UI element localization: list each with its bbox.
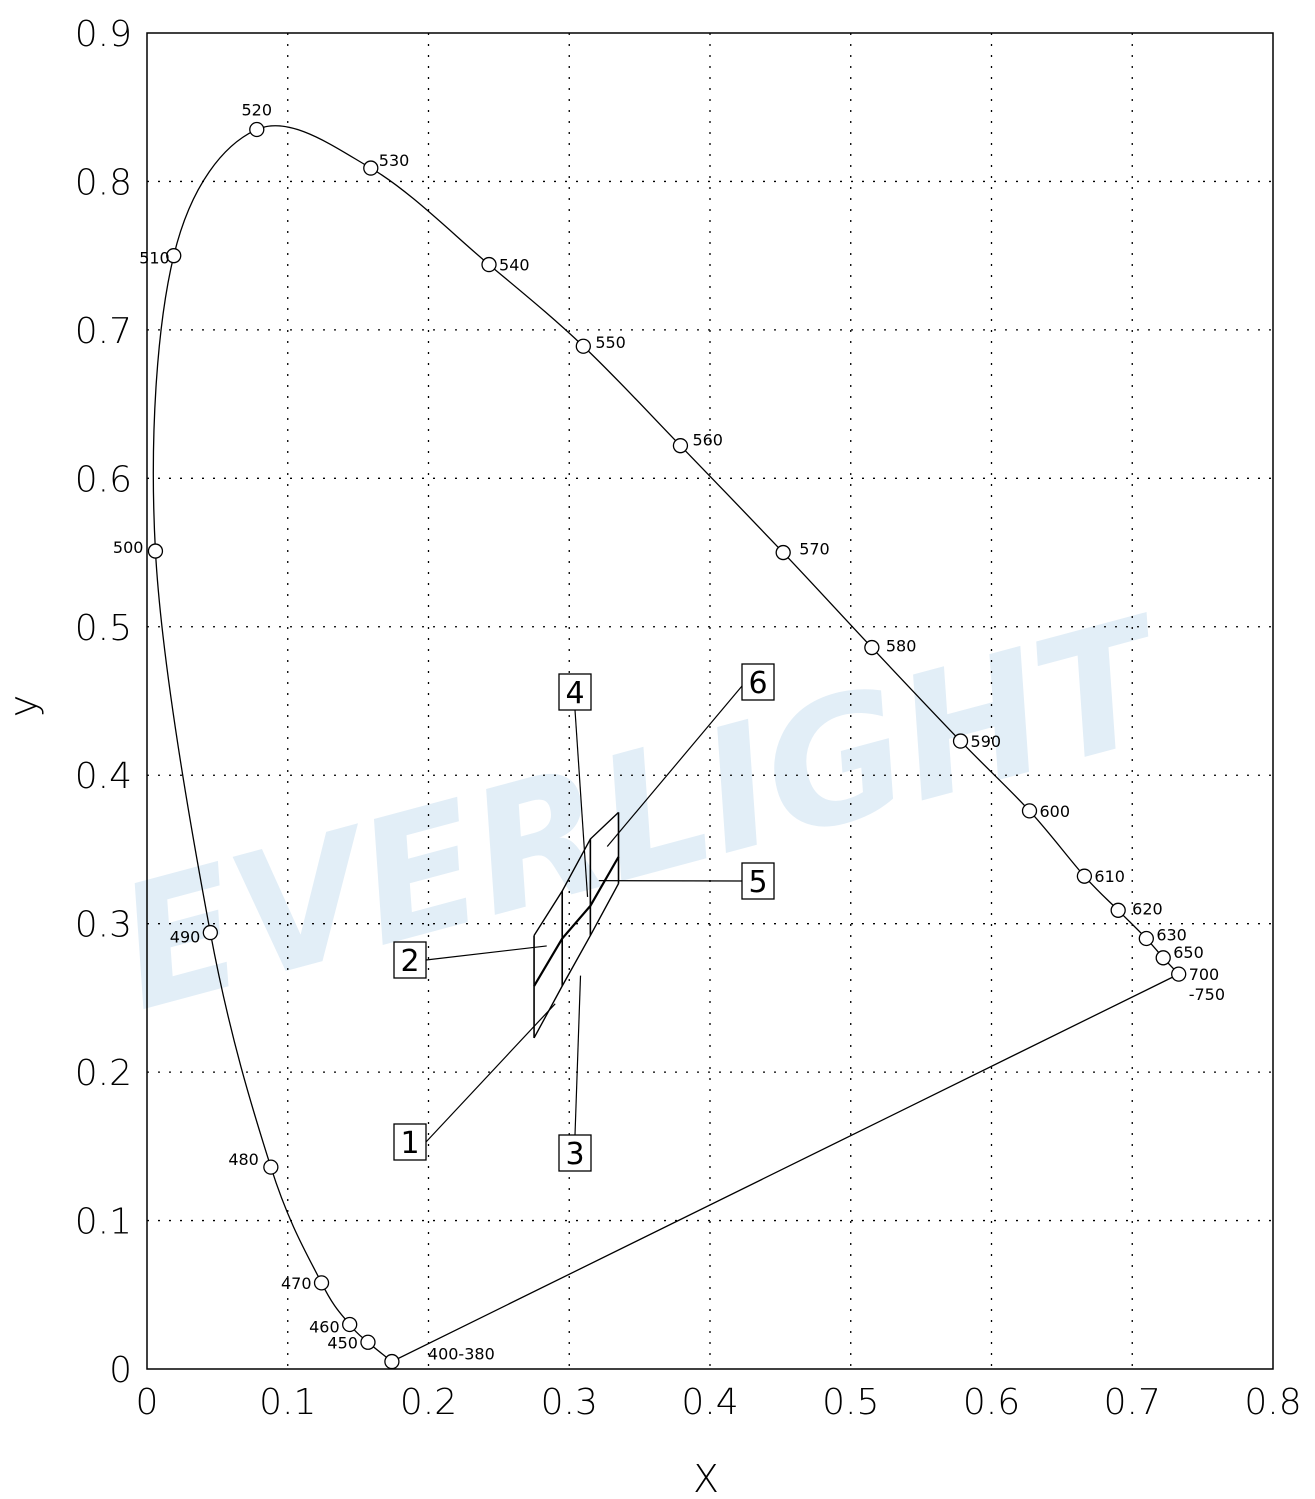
wavelength-label: 570 [799,540,830,559]
bin-label: 2 [400,944,419,979]
x-axis-title: X [693,1457,719,1499]
wavelength-marker [202,924,218,941]
bin-leader-line [574,709,589,897]
locus-curve [152,125,1180,1363]
wavelength-label: 620 [1132,899,1163,918]
grid [147,33,1273,1369]
y-tick-label: 0.9 [75,14,132,55]
wavelength-marker [263,1159,279,1175]
wavelength-marker [1110,902,1126,918]
wavelength-label: 510 [139,249,170,268]
bin-label: 5 [748,865,767,900]
bin-leader-line [425,945,547,961]
wavelength-label: 590 [971,732,1002,751]
wavelength-label: 560 [692,431,723,450]
bin-label: 6 [748,666,767,701]
wavelength-label: 480 [228,1150,259,1169]
y-tick-label: 0.4 [75,756,132,797]
y-tick-label: 0.6 [75,459,132,500]
bin-region-mid-line [533,856,620,987]
wavelength-label: 550 [595,333,626,352]
bin-label: 1 [400,1126,419,1161]
wavelength-marker [481,256,497,273]
bin-box [393,1123,427,1161]
wavelength-label: 470 [281,1274,312,1293]
wavelength-label: 460 [309,1317,340,1336]
wavelength-label: 540 [499,256,530,275]
y-tick-label: 0.1 [75,1202,132,1243]
wavelength-marker [1021,803,1038,819]
wavelength-label: 530 [379,151,410,170]
bin-region-top-edge [533,811,619,936]
bin-box [558,1134,592,1172]
wavelength-marker [1171,966,1187,982]
x-tick-label: 0 [136,1382,159,1423]
bin-leader-line [606,685,743,847]
wavelength-marker [775,544,791,561]
wavelength-label: 610 [1094,867,1125,886]
wavelength-marker [166,248,182,264]
wavelength-marker [363,160,379,176]
x-tick-label: 0.8 [1244,1382,1301,1423]
wavelength-label: 700 -750 [1189,965,1225,1004]
wavelength-label: 650 [1173,943,1204,962]
x-tick-label: 0.1 [259,1382,316,1423]
y-tick-labels: 0 0.1 0.2 0.3 0.4 0.5 0.6 0.7 0.8 0.9 [75,14,132,1391]
plot-frame [146,32,1274,1370]
y-tick-label: 0.8 [75,162,132,203]
wavelength-label: 500 [113,538,144,557]
wavelength-label: 400-380 [428,1345,495,1364]
wavelength-marker [342,1316,358,1333]
y-axis-title: y [1,695,45,718]
x-tick-labels: 0 0.1 0.2 0.3 0.4 0.5 0.6 0.7 0.8 [136,1382,1302,1423]
wavelength-marker [147,543,164,559]
x-tick-label: 0.6 [963,1382,1020,1423]
x-tick-label: 0.3 [541,1382,598,1423]
wavelength-marker [864,639,880,656]
bin-leader-line [425,1003,556,1143]
wavelength-label: 490 [170,928,201,947]
y-tick-label: 0.2 [75,1053,132,1094]
wavelength-marker [575,338,591,354]
wavelength-label: 580 [886,637,917,656]
y-tick-label: 0 [109,1350,132,1391]
y-tick-label: 0.7 [75,311,132,352]
wavelength-label: 450 [327,1333,358,1352]
wavelength-label: 630 [1156,926,1187,945]
x-tick-label: 0.7 [1104,1382,1161,1423]
wavelength-label: 520 [242,100,273,119]
color-bins: 1 2 3 4 5 6 [393,663,775,1172]
bin-label: 3 [565,1137,584,1172]
bin-label: 4 [565,676,584,711]
wavelength-marker [1076,868,1093,884]
wavelength-label: 600 [1040,802,1071,821]
wavelength-marker [1155,950,1171,966]
wavelength-marker [360,1334,376,1350]
bin-box [741,663,775,701]
y-tick-label: 0.5 [75,608,132,649]
wavelength-marker [1138,930,1154,947]
bin-box [741,862,775,900]
wavelength-marker [249,121,265,138]
wavelength-marker [313,1275,330,1291]
bin-box [558,673,592,711]
y-tick-label: 0.3 [75,905,132,946]
x-tick-label: 0.2 [400,1382,457,1423]
wavelength-marker [384,1353,400,1370]
x-tick-label: 0.4 [681,1382,738,1423]
bin-box [393,941,427,979]
bin-leader-line [574,975,582,1136]
wavelength-marker [672,438,689,454]
wavelength-marker [952,733,969,749]
x-tick-label: 0.5 [822,1382,879,1423]
